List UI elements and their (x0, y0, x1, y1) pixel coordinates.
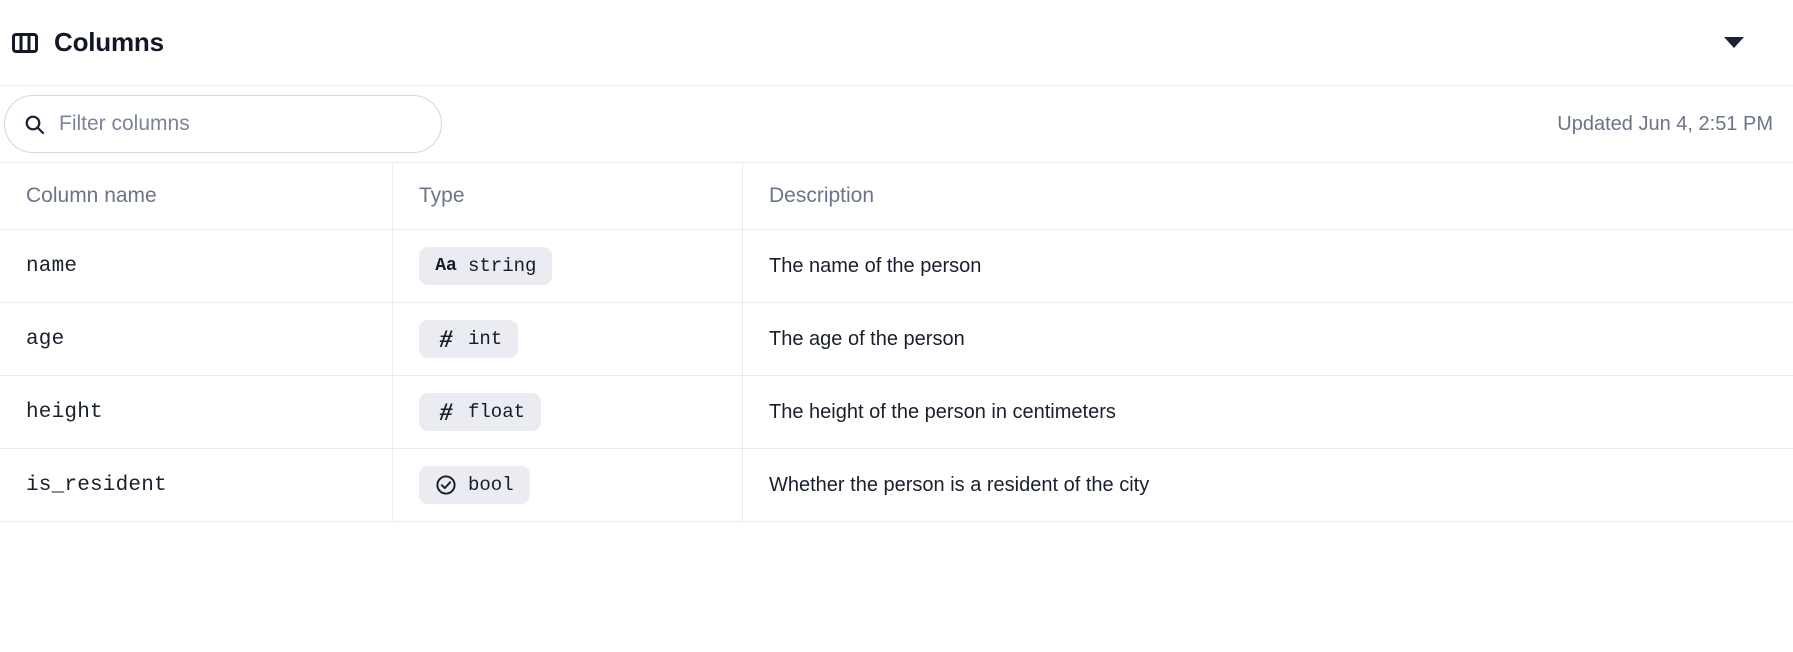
hash-number-icon: # (435, 325, 457, 353)
type-label: string (468, 255, 537, 277)
cell-column-type: Aa string (393, 230, 743, 302)
column-name-text: height (26, 400, 103, 424)
type-label: int (468, 328, 503, 350)
type-label: bool (468, 474, 514, 496)
cell-column-type: # int (393, 303, 743, 375)
page-title: Columns (54, 27, 164, 57)
cell-column-description: The name of the person (743, 230, 1793, 302)
chevron-down-icon (1724, 37, 1744, 48)
column-header-type: Type (393, 163, 743, 229)
cell-column-name: name (0, 230, 393, 302)
description-text: Whether the person is a resident of the … (769, 473, 1150, 496)
table-header-row: Column name Type Description (0, 163, 1793, 230)
cell-column-description: Whether the person is a resident of the … (743, 449, 1793, 521)
cell-column-name: is_resident (0, 449, 393, 521)
updated-timestamp: Updated Jun 4, 2:51 PM (1557, 112, 1773, 135)
cell-column-description: The age of the person (743, 303, 1793, 375)
type-glyph: # (439, 398, 453, 426)
column-header-description: Description (769, 184, 875, 207)
collapse-toggle-button[interactable] (1719, 28, 1749, 58)
search-box[interactable] (4, 95, 442, 153)
type-badge: Aa string (419, 247, 553, 285)
search-icon (23, 113, 45, 135)
column-name-text: name (26, 254, 78, 278)
column-header-name: Column name (0, 163, 393, 229)
table-row[interactable]: height # float The height of the person … (0, 376, 1793, 449)
description-text: The height of the person in centimeters (769, 400, 1116, 423)
column-name-text: is_resident (26, 473, 167, 497)
type-badge: # float (419, 393, 542, 431)
table-row[interactable]: is_resident bool Whether the person is a… (0, 449, 1793, 522)
column-name-text: age (26, 327, 65, 351)
columns-icon (10, 28, 40, 58)
panel-header: Columns (0, 0, 1793, 86)
type-glyph: # (439, 325, 453, 353)
columns-table: Column name Type Description name Aa str… (0, 162, 1793, 522)
cell-column-type: # float (393, 376, 743, 448)
check-circle-icon (435, 474, 457, 496)
table-row[interactable]: name Aa string The name of the person (0, 230, 1793, 303)
cell-column-name: age (0, 303, 393, 375)
filter-row: Updated Jun 4, 2:51 PM (0, 86, 1793, 162)
text-aa-icon: Aa (435, 255, 457, 277)
cell-column-name: height (0, 376, 393, 448)
description-text: The name of the person (769, 254, 982, 277)
cell-column-type: bool (393, 449, 743, 521)
type-label: float (468, 401, 526, 423)
hash-number-icon: # (435, 398, 457, 426)
search-input[interactable] (59, 96, 423, 152)
table-row[interactable]: age # int The age of the person (0, 303, 1793, 376)
type-badge: # int (419, 320, 519, 358)
description-text: The age of the person (769, 327, 965, 350)
type-glyph: Aa (435, 256, 457, 276)
cell-column-description: The height of the person in centimeters (743, 376, 1793, 448)
type-badge: bool (419, 466, 530, 504)
